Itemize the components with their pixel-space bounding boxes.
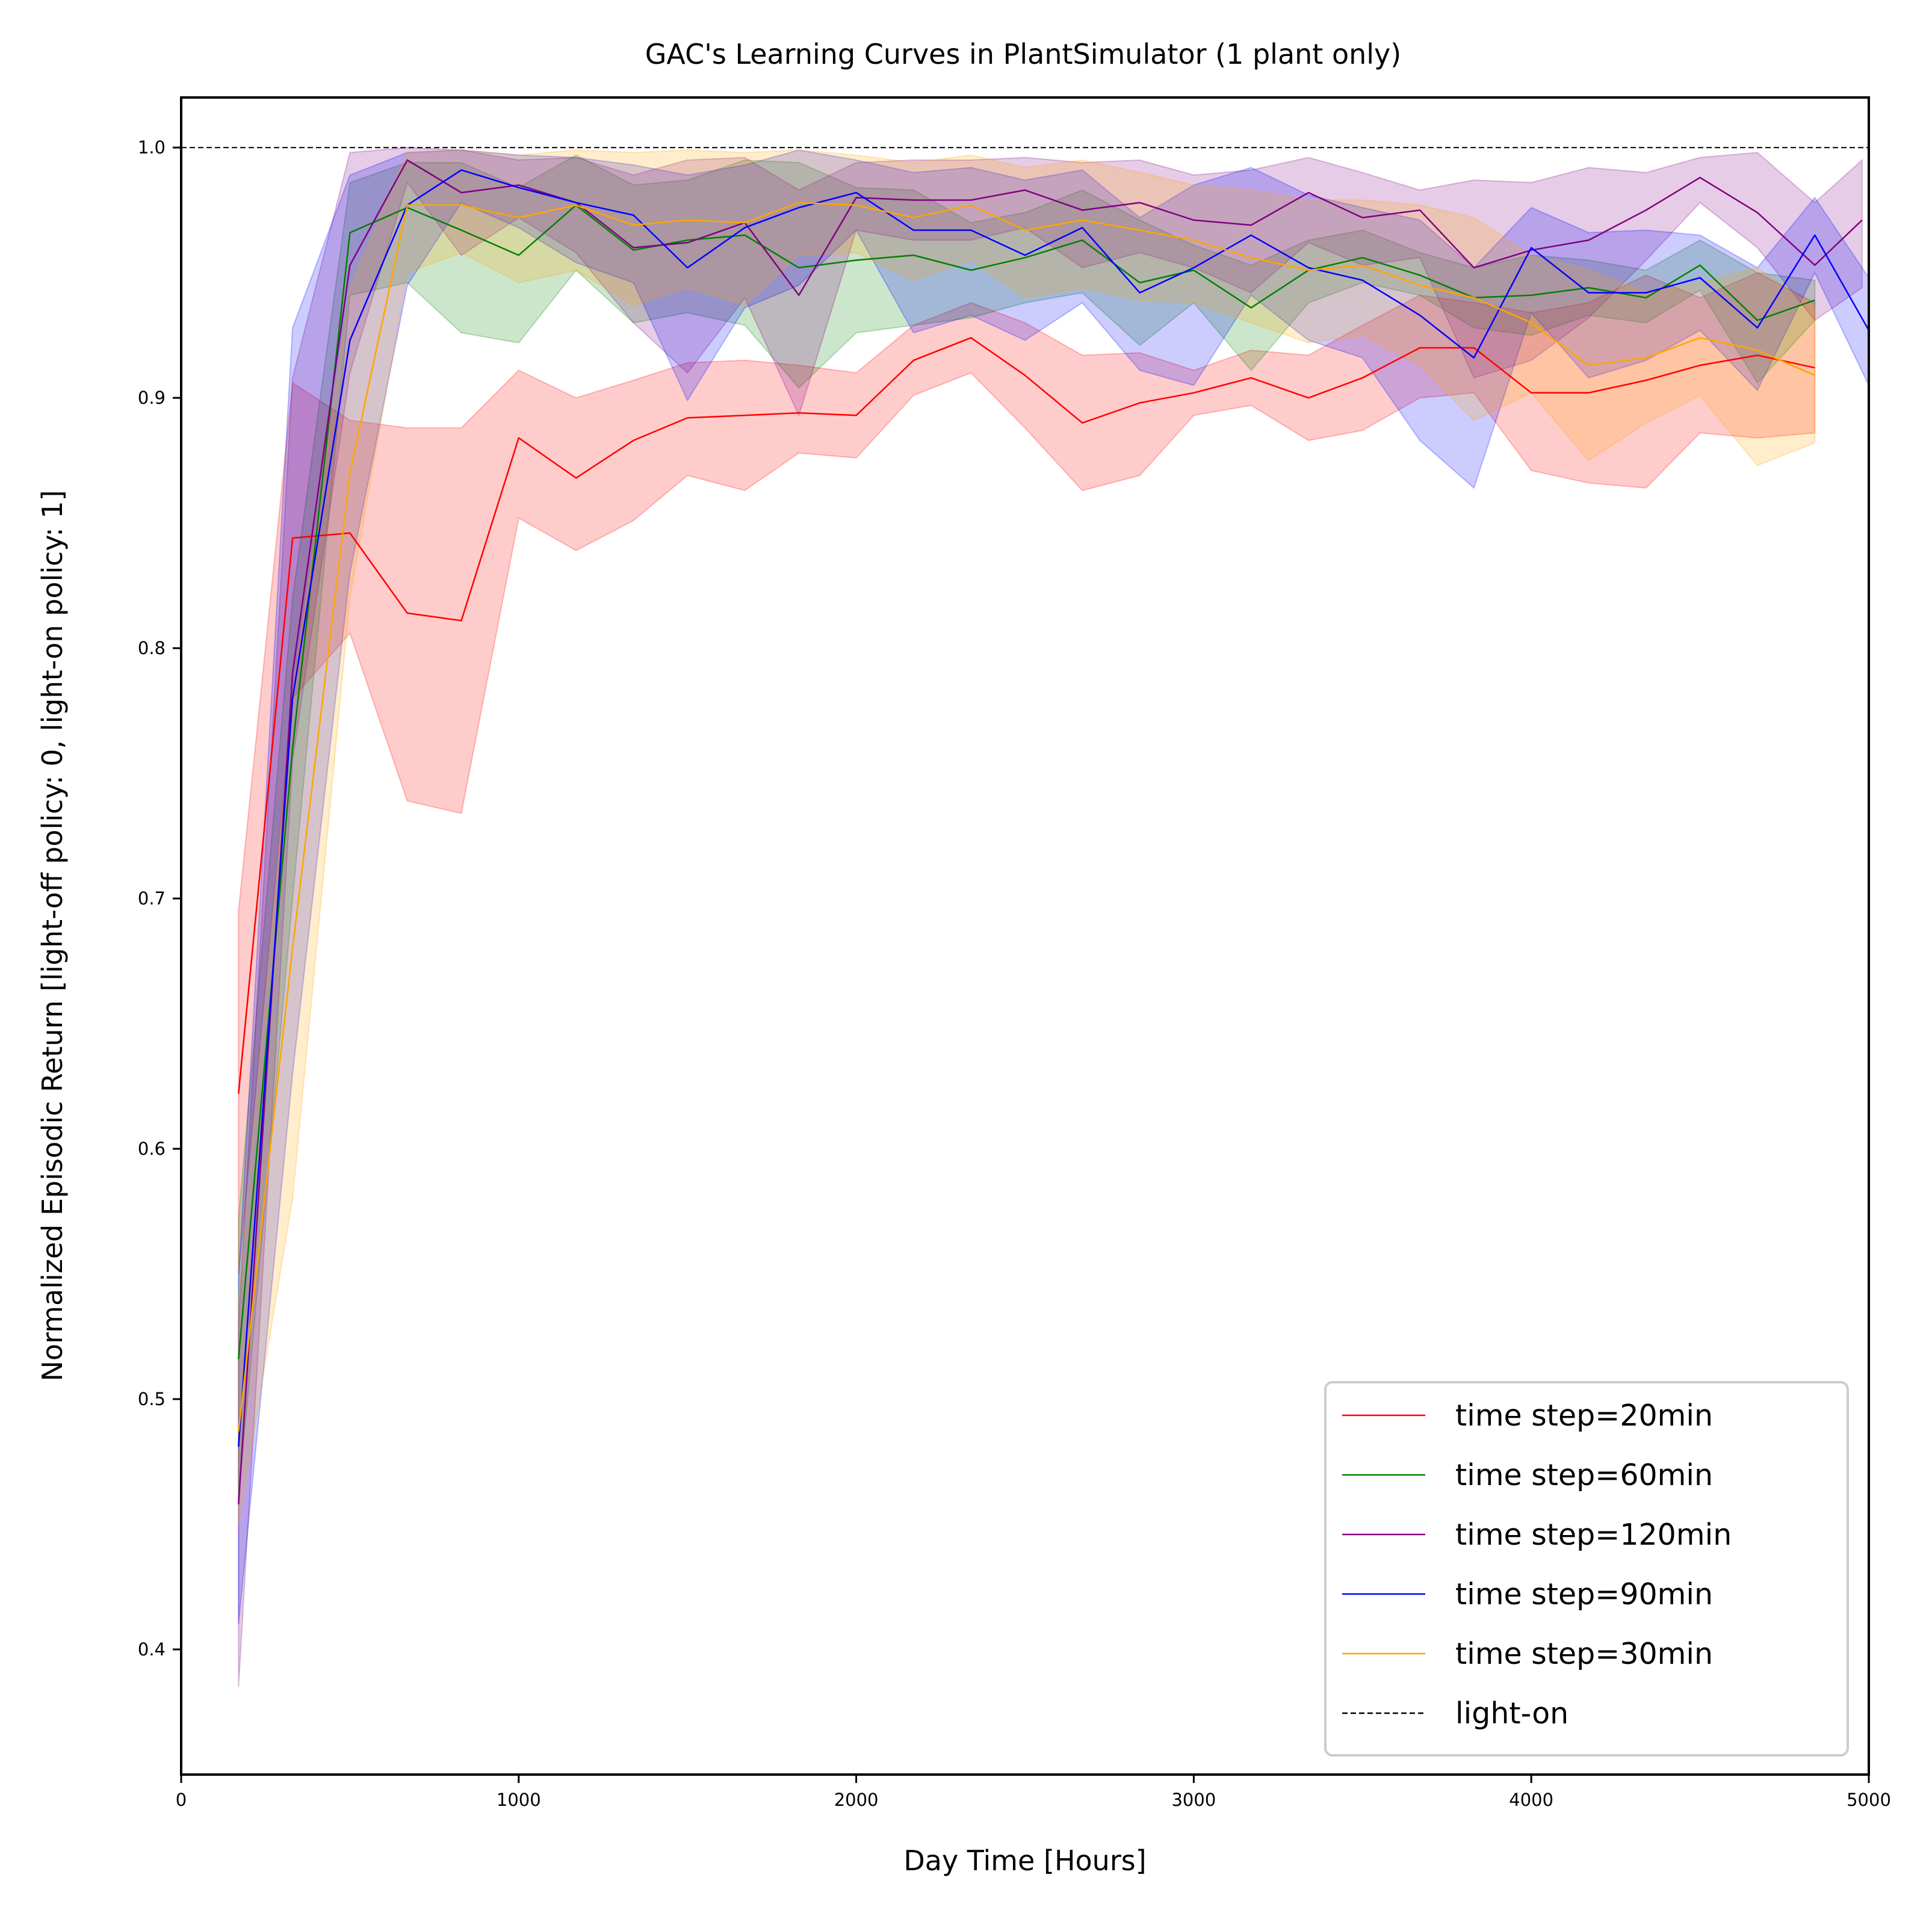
band-time-step-30min xyxy=(238,149,1816,1525)
chart-title: GAC's Learning Curves in PlantSimulator … xyxy=(645,38,1401,70)
legend-label-time-step-30min: time step=30min xyxy=(1455,1637,1713,1671)
x-axis: 0 1000 2000 3000 4000 5000 xyxy=(176,1775,1891,1810)
y-axis-label: Normalized Episodic Return [light-off po… xyxy=(36,490,69,1381)
legend-label-time-step-90min: time step=90min xyxy=(1455,1577,1713,1611)
series-lines xyxy=(238,159,1870,1504)
x-tick-label: 0 xyxy=(176,1790,187,1810)
x-tick-label: 1000 xyxy=(497,1790,541,1810)
x-tick-label: 4000 xyxy=(1509,1790,1553,1810)
band-time-step-120min xyxy=(238,147,1863,1687)
legend-box xyxy=(1324,1381,1849,1757)
plot-frame xyxy=(180,96,1870,1776)
y-tick-label: 0.4 xyxy=(138,1639,166,1660)
series-line-time-step-30min xyxy=(238,202,1815,1432)
y-tick-label: 0.8 xyxy=(138,638,166,658)
series-line-time-step-120min xyxy=(238,159,1863,1504)
legend-label-time-step-120min: time step=120min xyxy=(1455,1518,1732,1552)
legend: time step=20min time step=60min time step=… xyxy=(1324,1381,1849,1757)
legend-label-time-step-60min: time step=60min xyxy=(1455,1458,1713,1492)
series-line-time-step-20min xyxy=(238,337,1815,1094)
y-tick-label: 0.9 xyxy=(138,388,166,408)
y-tick-label: 0.6 xyxy=(138,1139,166,1159)
y-tick-label: 0.7 xyxy=(138,888,166,909)
y-axis: 0.4 0.5 0.6 0.7 0.8 0.9 1.0 xyxy=(138,137,181,1660)
x-axis-label: Day Time [Hours] xyxy=(903,1844,1146,1877)
x-tick-label: 5000 xyxy=(1847,1790,1891,1810)
y-tick-label: 0.5 xyxy=(138,1389,166,1409)
x-tick-label: 3000 xyxy=(1171,1790,1216,1810)
x-tick-label: 2000 xyxy=(834,1790,879,1810)
y-tick-label: 1.0 xyxy=(138,137,166,158)
legend-label-time-step-20min: time step=20min xyxy=(1455,1398,1713,1433)
band-time-step-20min xyxy=(238,272,1816,1275)
series-line-time-step-90min xyxy=(238,169,1870,1447)
legend-label-light-on: light-on xyxy=(1455,1696,1568,1731)
series-line-time-step-60min xyxy=(238,204,1815,1359)
